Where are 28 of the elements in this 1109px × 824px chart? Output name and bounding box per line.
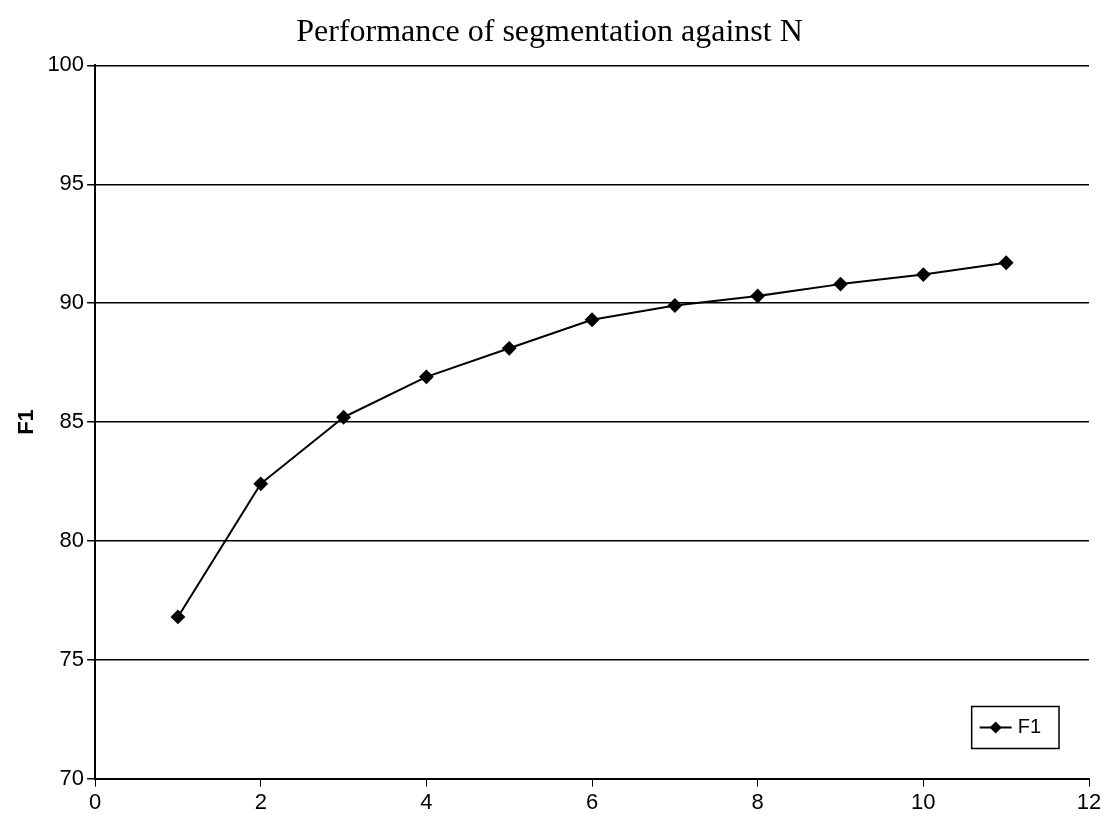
y-tick-label: 70 xyxy=(59,764,85,790)
point xyxy=(999,255,1014,270)
point xyxy=(502,341,517,356)
point xyxy=(585,312,600,327)
legend-label: F1 xyxy=(1017,715,1041,738)
y-tick-label: 80 xyxy=(59,526,85,552)
x-tick-label: 0 xyxy=(88,788,102,814)
point xyxy=(253,476,268,491)
x-tick-label: 2 xyxy=(254,788,267,814)
x-tick-label: 6 xyxy=(585,788,599,814)
x-tick-label: 10 xyxy=(911,788,936,814)
x-tick-label: 12 xyxy=(1076,788,1102,814)
x-tick-label: 4 xyxy=(420,788,433,814)
point xyxy=(667,298,682,313)
point xyxy=(170,609,185,624)
point xyxy=(336,410,351,425)
point xyxy=(916,267,931,282)
point xyxy=(750,289,765,303)
y-tick-label: 75 xyxy=(59,645,85,671)
y-tick-label: 85 xyxy=(59,408,85,434)
x-tick-label: 8 xyxy=(751,788,764,814)
y-tick-label: 95 xyxy=(59,170,85,196)
point xyxy=(833,277,848,292)
y-tick-label: 100 xyxy=(47,51,85,77)
chart-title: Performance of segmentation against N xyxy=(296,11,803,48)
y-axis-title: F1 xyxy=(13,409,39,435)
y-tick-label: 90 xyxy=(59,289,85,315)
point xyxy=(419,369,434,384)
